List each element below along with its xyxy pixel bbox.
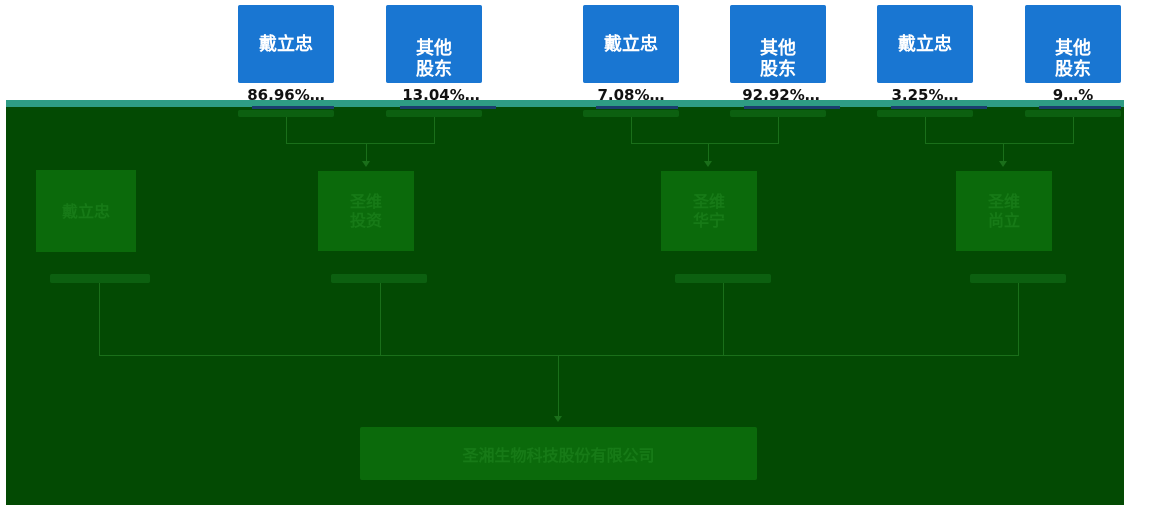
connector-line xyxy=(558,355,559,417)
share-pct-5: 3.25%… xyxy=(891,86,959,104)
middle-box-dai: 戴立忠 xyxy=(36,170,136,252)
middle-box-shengwei-shangli: 圣维 尚立 xyxy=(956,171,1052,251)
connector-line xyxy=(286,117,287,143)
connector-line xyxy=(723,283,724,355)
connector-line xyxy=(366,143,367,162)
connector-line xyxy=(1003,143,1004,162)
share-pct-2: 13.04%… xyxy=(402,86,480,104)
arrow-down-icon xyxy=(554,416,562,422)
share-pct-3: 7.08%… xyxy=(597,86,665,104)
middle-box-shengwei-huaning: 圣维 华宁 xyxy=(661,171,757,251)
connector-line xyxy=(708,143,709,162)
pct-underline xyxy=(1039,106,1121,109)
ghost-bar xyxy=(877,110,973,117)
ghost-bar xyxy=(583,110,679,117)
shareholder-box-others-2: 其他 股东 xyxy=(730,5,826,83)
connector-line xyxy=(925,143,1074,144)
arrow-down-icon xyxy=(704,161,712,167)
teal-band xyxy=(6,100,1124,107)
share-pct-6: 9…% xyxy=(1052,86,1094,104)
connector-line xyxy=(631,117,632,143)
ghost-bar xyxy=(238,110,334,117)
connector-line xyxy=(925,117,926,143)
ghost-bar xyxy=(50,274,150,283)
share-pct-4: 92.92%… xyxy=(742,86,820,104)
ghost-bar xyxy=(730,110,826,117)
connector-line xyxy=(380,283,381,355)
ghost-bar xyxy=(675,274,771,283)
connector-line xyxy=(434,117,435,143)
connector-line xyxy=(778,117,779,143)
pct-underline xyxy=(891,106,987,109)
company-box: 圣湘生物科技股份有限公司 xyxy=(360,427,757,480)
shareholder-box-dai-2: 戴立忠 xyxy=(583,5,679,83)
ghost-bar xyxy=(970,274,1066,283)
shareholder-box-others-3: 其他 股东 xyxy=(1025,5,1121,83)
connector-line xyxy=(99,355,1019,356)
pct-underline xyxy=(744,106,840,109)
ghost-bar xyxy=(386,110,482,117)
shareholder-box-dai-1: 戴立忠 xyxy=(238,5,334,83)
connector-line xyxy=(1073,117,1074,143)
connector-line xyxy=(99,283,100,355)
middle-box-shengwei-investment: 圣维 投资 xyxy=(318,171,414,251)
ghost-bar xyxy=(1025,110,1121,117)
ghost-bar xyxy=(331,274,427,283)
arrow-down-icon xyxy=(999,161,1007,167)
connector-line xyxy=(1018,283,1019,355)
pct-underline xyxy=(252,106,334,109)
pct-underline xyxy=(400,106,496,109)
share-pct-1: 86.96%… xyxy=(247,86,325,104)
connector-line xyxy=(286,143,435,144)
shareholder-box-others-1: 其他 股东 xyxy=(386,5,482,83)
shareholder-box-dai-3: 戴立忠 xyxy=(877,5,973,83)
pct-underline xyxy=(596,106,678,109)
arrow-down-icon xyxy=(362,161,370,167)
connector-line xyxy=(631,143,779,144)
